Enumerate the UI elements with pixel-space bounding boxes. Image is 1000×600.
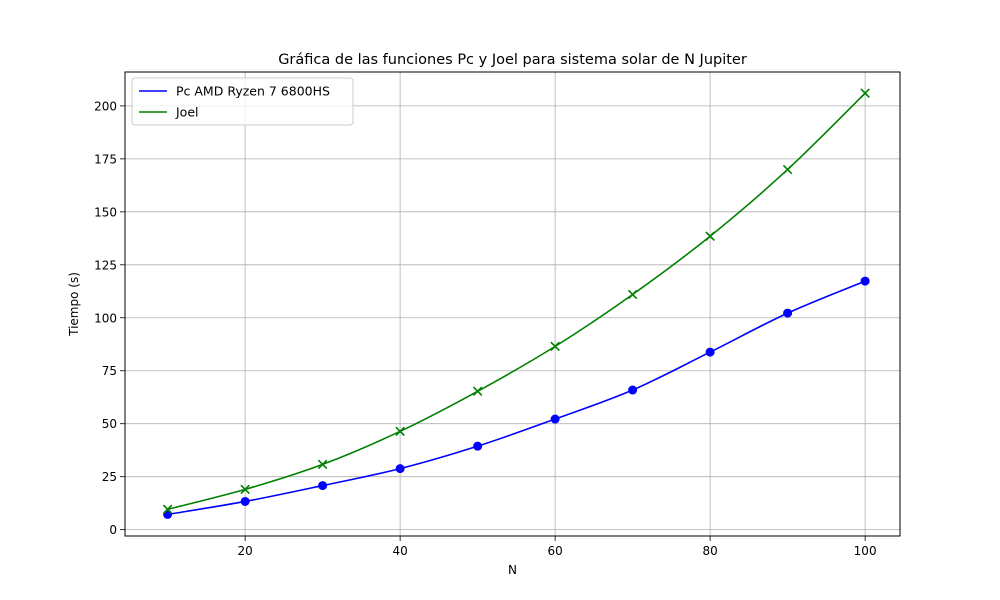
data-point-joel xyxy=(162,504,173,515)
y-tick-label: 100 xyxy=(94,311,117,325)
series-line-joel xyxy=(167,92,866,511)
x-tick-label: 100 xyxy=(854,544,877,558)
x-tick-label: 20 xyxy=(237,544,252,558)
y-axis-label: Tiempo (s) xyxy=(67,272,81,337)
chart-title: Gráfica de las funciones Pc y Joel para … xyxy=(278,52,747,68)
legend-box xyxy=(131,77,354,126)
data-point-joel xyxy=(860,88,870,98)
legend-label-pc: Pc AMD Ryzen 7 6800HS xyxy=(176,84,330,99)
data-point-pc xyxy=(395,464,405,474)
data-point-joel xyxy=(472,386,483,397)
data-point-pc xyxy=(318,481,328,491)
data-point-joel xyxy=(317,459,328,470)
x-axis-ticks: 20 40 60 80 100 xyxy=(237,536,877,558)
data-point-pc xyxy=(163,509,173,519)
data-point-pc xyxy=(473,441,483,451)
x-tick-label: 80 xyxy=(702,544,717,558)
data-point-joel xyxy=(705,231,715,241)
data-point-pc xyxy=(628,385,638,395)
y-axis-ticks: 0 25 50 75 100 125 150 175 200 xyxy=(94,99,125,537)
y-tick-label: 125 xyxy=(94,258,117,272)
y-tick-label: 75 xyxy=(102,364,117,378)
y-tick-label: 175 xyxy=(94,152,117,166)
series-group xyxy=(162,88,870,519)
plot-frame xyxy=(124,71,901,537)
y-tick-label: 0 xyxy=(109,523,117,537)
data-point-pc xyxy=(783,308,793,318)
data-point-pc xyxy=(860,276,870,286)
x-tick-label: 60 xyxy=(547,544,562,558)
x-tick-label: 40 xyxy=(392,544,407,558)
data-point-joel xyxy=(240,484,250,495)
y-tick-label: 150 xyxy=(94,205,117,219)
grid xyxy=(125,72,900,536)
data-point-joel xyxy=(550,341,560,352)
data-point-joel xyxy=(395,426,405,437)
x-axis-label: N xyxy=(508,563,517,577)
data-point-pc xyxy=(240,496,250,506)
series-line-pc xyxy=(167,280,866,516)
data-point-joel xyxy=(782,164,793,175)
data-point-pc xyxy=(705,347,715,357)
data-point-joel xyxy=(627,289,638,300)
y-tick-label: 25 xyxy=(102,470,117,484)
data-point-pc xyxy=(550,414,560,424)
y-tick-label: 50 xyxy=(102,417,117,431)
legend-label-joel: Joel xyxy=(175,105,199,120)
y-tick-label: 200 xyxy=(94,99,117,113)
legend: Pc AMD Ryzen 7 6800HS Joel xyxy=(131,77,354,126)
